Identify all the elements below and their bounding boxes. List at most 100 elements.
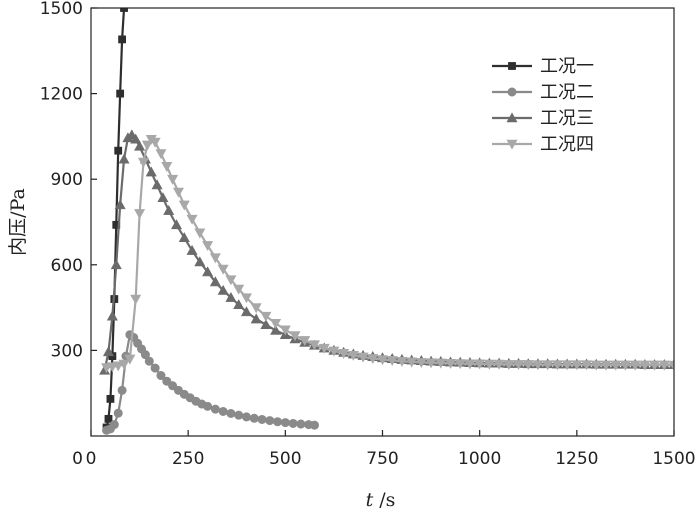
series-4-point [225, 275, 237, 286]
series-4-point [318, 343, 330, 354]
series-3-point [194, 256, 206, 267]
series-4-point [454, 359, 466, 370]
legend-label-2: 工况二 [540, 82, 594, 103]
series-4-point [112, 361, 124, 372]
series-4-point [649, 360, 661, 371]
series-4-point [217, 264, 229, 275]
series-4-point [561, 360, 573, 371]
series-2-point [150, 363, 160, 373]
series-4-point [445, 358, 457, 369]
series-4-point [600, 360, 612, 371]
series-2-point [249, 413, 259, 423]
legend-marker-2 [507, 87, 517, 97]
x-tick-label-250: 250 [172, 449, 204, 469]
origin-tick-label: 0 [72, 449, 83, 469]
series-4-point [415, 358, 427, 369]
series-4-point [425, 358, 437, 369]
series-3-point [163, 204, 175, 215]
series-1-point [104, 414, 113, 423]
y-tick-label-900: 900 [51, 170, 83, 190]
series-4-point [435, 358, 447, 369]
series-4-point [167, 174, 179, 185]
series-1-point [114, 146, 123, 155]
series-4-point [338, 348, 350, 359]
series-4-point [551, 360, 563, 371]
series-3-point [170, 219, 183, 230]
series-4-point [186, 214, 198, 225]
series-3-point [260, 319, 272, 330]
series-3-point [110, 259, 122, 270]
series-4-point [367, 354, 379, 365]
series-3-point [233, 299, 245, 310]
series-3-point [225, 291, 237, 302]
y-tick-label-600: 600 [51, 256, 83, 276]
series-2-point [265, 416, 275, 426]
series-4-point [124, 354, 136, 365]
legend-marker-1 [508, 62, 516, 70]
series-3-point [114, 199, 126, 210]
series-4-point [172, 187, 184, 198]
series-3-point [157, 192, 169, 203]
series-2-point [144, 356, 154, 366]
series-2 [102, 330, 319, 435]
series-4-point [610, 360, 622, 371]
series-3-point [145, 166, 157, 177]
series-4-point [658, 360, 670, 371]
series-4-point [260, 311, 272, 322]
series-2-point [280, 418, 290, 428]
series-1-point [106, 395, 115, 403]
series-3-point [209, 276, 221, 287]
y-tick-label-300: 300 [51, 341, 83, 361]
series-4-point [483, 359, 495, 370]
legend-entry-3: 工况三 [492, 108, 594, 129]
series-4-point [386, 356, 398, 367]
series-2-point [257, 414, 267, 424]
series-4-point [474, 359, 486, 370]
series-3-point [134, 140, 146, 151]
series-2-point [117, 385, 127, 395]
series-3-point [118, 153, 130, 164]
series-4-point [118, 359, 130, 370]
series-4 [101, 134, 674, 374]
series-2-point [203, 401, 213, 411]
series-3-point [130, 133, 142, 144]
series-3 [99, 129, 674, 375]
series-2-point [241, 412, 251, 422]
series-4-point [178, 200, 190, 211]
x-tick-label-1250: 1250 [555, 449, 598, 469]
series-4-point [194, 228, 206, 239]
series-4-point [130, 294, 142, 305]
legend-entry-4: 工况四 [492, 134, 594, 155]
series-3-point [178, 232, 190, 242]
series-2-point [156, 371, 166, 381]
y-tick-label-1500: 1500 [40, 0, 83, 19]
series-2-point [273, 417, 283, 427]
series-2-point [218, 406, 228, 416]
series-4-point [532, 360, 544, 371]
series-4-point [668, 360, 674, 371]
series-4-point [137, 157, 149, 168]
series-2-point [309, 420, 319, 430]
x-tick-label-500: 500 [269, 449, 301, 469]
legend-label-4: 工况四 [540, 134, 594, 155]
y-axis-label: 内压/Pa [7, 188, 29, 256]
series-4-point [376, 355, 389, 366]
series-4-point [513, 360, 525, 370]
legend-marker-3 [506, 112, 518, 123]
series-1-point [118, 35, 126, 44]
series-4-point [141, 140, 153, 151]
series-3-point [240, 306, 252, 317]
series-3-point [202, 266, 214, 277]
series-4-point [308, 340, 320, 351]
series-4-point [522, 360, 534, 370]
series-4-point [240, 293, 252, 304]
series-4-point [396, 356, 408, 367]
series-3-point [186, 244, 198, 255]
series-2-point [226, 408, 236, 418]
legend-label-1: 工况一 [540, 56, 594, 77]
series-3-point [250, 313, 262, 324]
series-2-point [288, 418, 298, 428]
series-2-point [109, 420, 119, 430]
series-4-point [406, 357, 418, 368]
series-4-point [619, 360, 631, 371]
